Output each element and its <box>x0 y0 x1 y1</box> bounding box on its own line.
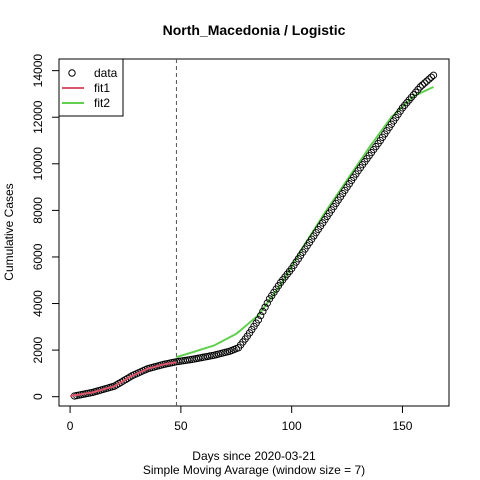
y-axis: 0 2000 4000 6000 8000 10000 12000 14000 <box>31 54 60 400</box>
data-point <box>412 88 420 96</box>
legend-data-label: data <box>94 66 118 80</box>
data-point <box>420 79 429 87</box>
data-point <box>401 101 409 109</box>
series-fit2 <box>176 86 434 359</box>
y-tick-label: 14000 <box>31 54 45 88</box>
data-point <box>263 299 271 307</box>
x-axis-label: Days since 2020-03-21 <box>192 449 316 463</box>
y-tick-label: 10000 <box>31 147 45 181</box>
data-point <box>429 71 438 79</box>
data-point <box>414 85 422 94</box>
y-tick-label: 2000 <box>31 336 45 363</box>
fit2-line <box>176 86 434 359</box>
y-axis-label: Cumulative Cases <box>2 183 16 280</box>
data-point <box>418 81 427 89</box>
y-tick-label: 12000 <box>31 100 45 134</box>
x-tick-label: 100 <box>282 419 302 433</box>
data-point <box>405 96 413 104</box>
data-point <box>409 91 418 99</box>
legend-fit1-label: fit1 <box>94 81 110 95</box>
data-point <box>407 93 415 102</box>
data-point <box>259 307 267 316</box>
legend-data-marker <box>68 69 76 77</box>
fit1-line <box>69 361 177 397</box>
y-tick-label: 6000 <box>31 243 45 270</box>
data-point <box>416 83 424 91</box>
data-point <box>427 73 435 81</box>
x-tick-label: 0 <box>67 419 74 433</box>
data-point <box>398 104 407 112</box>
data-point <box>423 77 431 85</box>
series-data <box>70 71 438 400</box>
chart-title: North_Macedonia / Logistic <box>163 22 346 38</box>
legend: data fit1 fit2 <box>58 58 124 117</box>
series-fit1 <box>69 361 177 397</box>
x-tick-label: 50 <box>174 419 188 433</box>
y-tick-label: 8000 <box>31 197 45 224</box>
x-axis: 0 50 100 150 <box>67 405 413 433</box>
data-point <box>261 303 269 311</box>
y-tick-label: 0 <box>31 393 45 400</box>
data-point <box>403 99 411 107</box>
data-point <box>425 75 433 83</box>
legend-fit2-label: fit2 <box>94 96 110 110</box>
data-point <box>256 311 265 320</box>
data-point <box>254 316 263 324</box>
chart-subtitle: Simple Moving Avarage (window size = 7) <box>143 463 365 477</box>
y-tick-label: 4000 <box>31 290 45 317</box>
x-tick-label: 150 <box>392 419 412 433</box>
